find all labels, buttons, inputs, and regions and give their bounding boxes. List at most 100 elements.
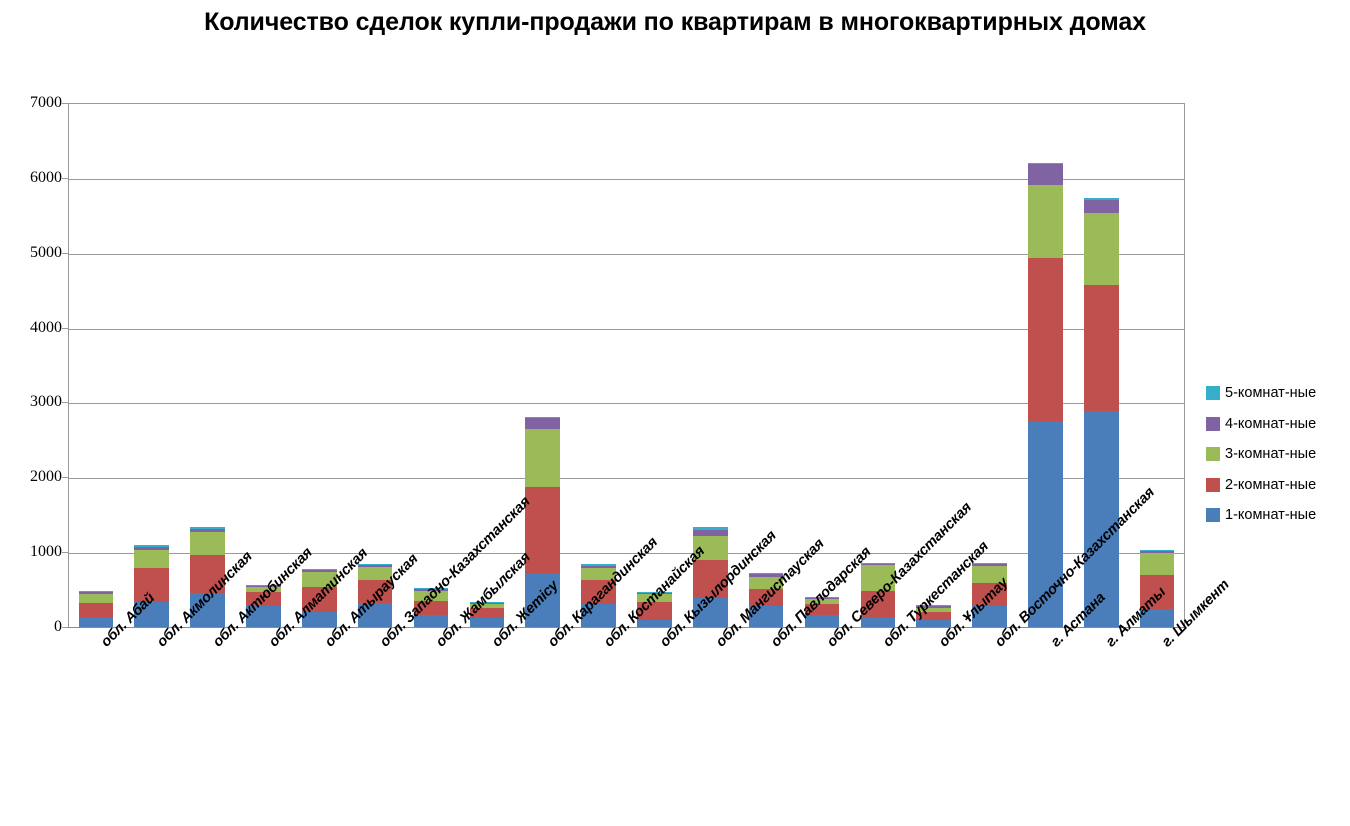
bar-segment[interactable] — [469, 608, 505, 619]
bar-segment[interactable] — [1028, 257, 1063, 421]
stacked-bar[interactable] — [525, 416, 561, 627]
stacked-bar[interactable] — [246, 584, 281, 627]
bar-segment[interactable] — [748, 589, 784, 607]
bar-segment[interactable] — [246, 586, 281, 593]
bar-segment[interactable] — [525, 486, 561, 574]
stacked-bar[interactable] — [78, 591, 114, 627]
bar-segment[interactable] — [190, 527, 225, 529]
bar-segment[interactable] — [637, 591, 672, 593]
bar-segment[interactable] — [302, 568, 337, 571]
legend-item[interactable]: 5-комнат-ные — [1206, 378, 1350, 409]
bar-segment[interactable] — [1083, 198, 1119, 200]
bar-segment[interactable] — [804, 598, 840, 604]
bar-segment[interactable] — [134, 545, 170, 547]
stacked-bar[interactable] — [1028, 162, 1063, 627]
bar-segment[interactable] — [190, 554, 225, 593]
bar-segment[interactable] — [748, 574, 784, 577]
bar-segment[interactable] — [1139, 609, 1175, 627]
bar-segment[interactable] — [860, 616, 896, 627]
bar-segment[interactable] — [637, 594, 672, 602]
bar-segment[interactable] — [692, 530, 728, 537]
bar-segment[interactable] — [860, 563, 896, 566]
bar-segment[interactable] — [916, 611, 951, 620]
bar-segment[interactable] — [804, 603, 840, 616]
bar-segment[interactable] — [1028, 420, 1063, 627]
bar-segment[interactable] — [78, 591, 114, 593]
bar-segment[interactable] — [134, 549, 170, 569]
bar-segment[interactable] — [860, 565, 896, 592]
bar-segment[interactable] — [637, 601, 672, 620]
bar-segment[interactable] — [692, 536, 728, 561]
stacked-bar[interactable] — [804, 596, 840, 627]
stacked-bar[interactable] — [748, 573, 784, 627]
stacked-bar[interactable] — [190, 527, 225, 627]
bar-segment[interactable] — [302, 572, 337, 588]
bar-segment[interactable] — [357, 564, 393, 567]
stacked-bar[interactable] — [972, 562, 1007, 627]
bar-segment[interactable] — [581, 567, 616, 581]
bar-segment[interactable] — [190, 528, 225, 533]
bar-segment[interactable] — [1139, 549, 1175, 551]
bar-segment[interactable] — [692, 598, 728, 627]
bar-segment[interactable] — [1139, 553, 1175, 575]
bar-segment[interactable] — [357, 566, 393, 581]
bar-segment[interactable] — [469, 618, 505, 627]
bar-segment[interactable] — [78, 602, 114, 617]
bar-segment[interactable] — [804, 596, 840, 598]
bar-segment[interactable] — [581, 565, 616, 568]
bar-segment[interactable] — [246, 584, 281, 586]
stacked-bar[interactable] — [302, 568, 337, 627]
bar-segment[interactable] — [413, 615, 449, 627]
bar-segment[interactable] — [637, 619, 672, 627]
bar-segment[interactable] — [581, 564, 616, 566]
bar-segment[interactable] — [413, 591, 449, 602]
stacked-bar[interactable] — [357, 563, 393, 627]
legend-item[interactable]: 4-комнат-ные — [1206, 409, 1350, 440]
bar-segment[interactable] — [190, 592, 225, 627]
legend-item[interactable]: 3-комнат-ные — [1206, 439, 1350, 470]
bar-segment[interactable] — [916, 604, 951, 607]
bar-segment[interactable] — [357, 580, 393, 604]
bar-segment[interactable] — [1139, 575, 1175, 610]
bar-segment[interactable] — [134, 602, 170, 627]
bar-segment[interactable] — [469, 603, 505, 605]
bar-segment[interactable] — [1028, 184, 1063, 258]
stacked-bar[interactable] — [413, 588, 449, 627]
bar-segment[interactable] — [972, 564, 1007, 567]
bar-segment[interactable] — [972, 566, 1007, 584]
legend-item[interactable]: 2-комнат-ные — [1206, 470, 1350, 501]
bar-segment[interactable] — [860, 591, 896, 617]
bar-segment[interactable] — [581, 580, 616, 605]
bar-segment[interactable] — [134, 546, 170, 550]
bar-segment[interactable] — [1083, 199, 1119, 214]
bar-segment[interactable] — [469, 601, 505, 604]
bar-segment[interactable] — [581, 604, 616, 627]
stacked-bar[interactable] — [1139, 549, 1175, 627]
bar-segment[interactable] — [748, 606, 784, 627]
bar-segment[interactable] — [748, 573, 784, 575]
bar-segment[interactable] — [1139, 550, 1175, 554]
stacked-bar[interactable] — [637, 591, 672, 627]
bar-segment[interactable] — [357, 603, 393, 627]
bar-segment[interactable] — [525, 573, 561, 627]
bar-segment[interactable] — [302, 611, 337, 627]
bar-segment[interactable] — [1028, 162, 1063, 165]
bar-segment[interactable] — [804, 615, 840, 627]
bar-segment[interactable] — [413, 601, 449, 616]
stacked-bar[interactable] — [860, 562, 896, 627]
stacked-bar[interactable] — [692, 527, 728, 627]
bar-segment[interactable] — [525, 428, 561, 487]
bar-segment[interactable] — [246, 606, 281, 627]
bar-segment[interactable] — [413, 589, 449, 592]
bar-segment[interactable] — [413, 588, 449, 590]
bar-segment[interactable] — [692, 560, 728, 599]
bar-segment[interactable] — [190, 532, 225, 555]
legend-item[interactable]: 1-комнат-ные — [1206, 500, 1350, 531]
bar-segment[interactable] — [972, 605, 1007, 627]
bar-segment[interactable] — [1028, 164, 1063, 185]
bar-segment[interactable] — [1083, 410, 1119, 627]
stacked-bar[interactable] — [134, 545, 170, 627]
stacked-bar[interactable] — [916, 604, 951, 627]
bar-segment[interactable] — [916, 607, 951, 612]
bar-segment[interactable] — [78, 594, 114, 603]
